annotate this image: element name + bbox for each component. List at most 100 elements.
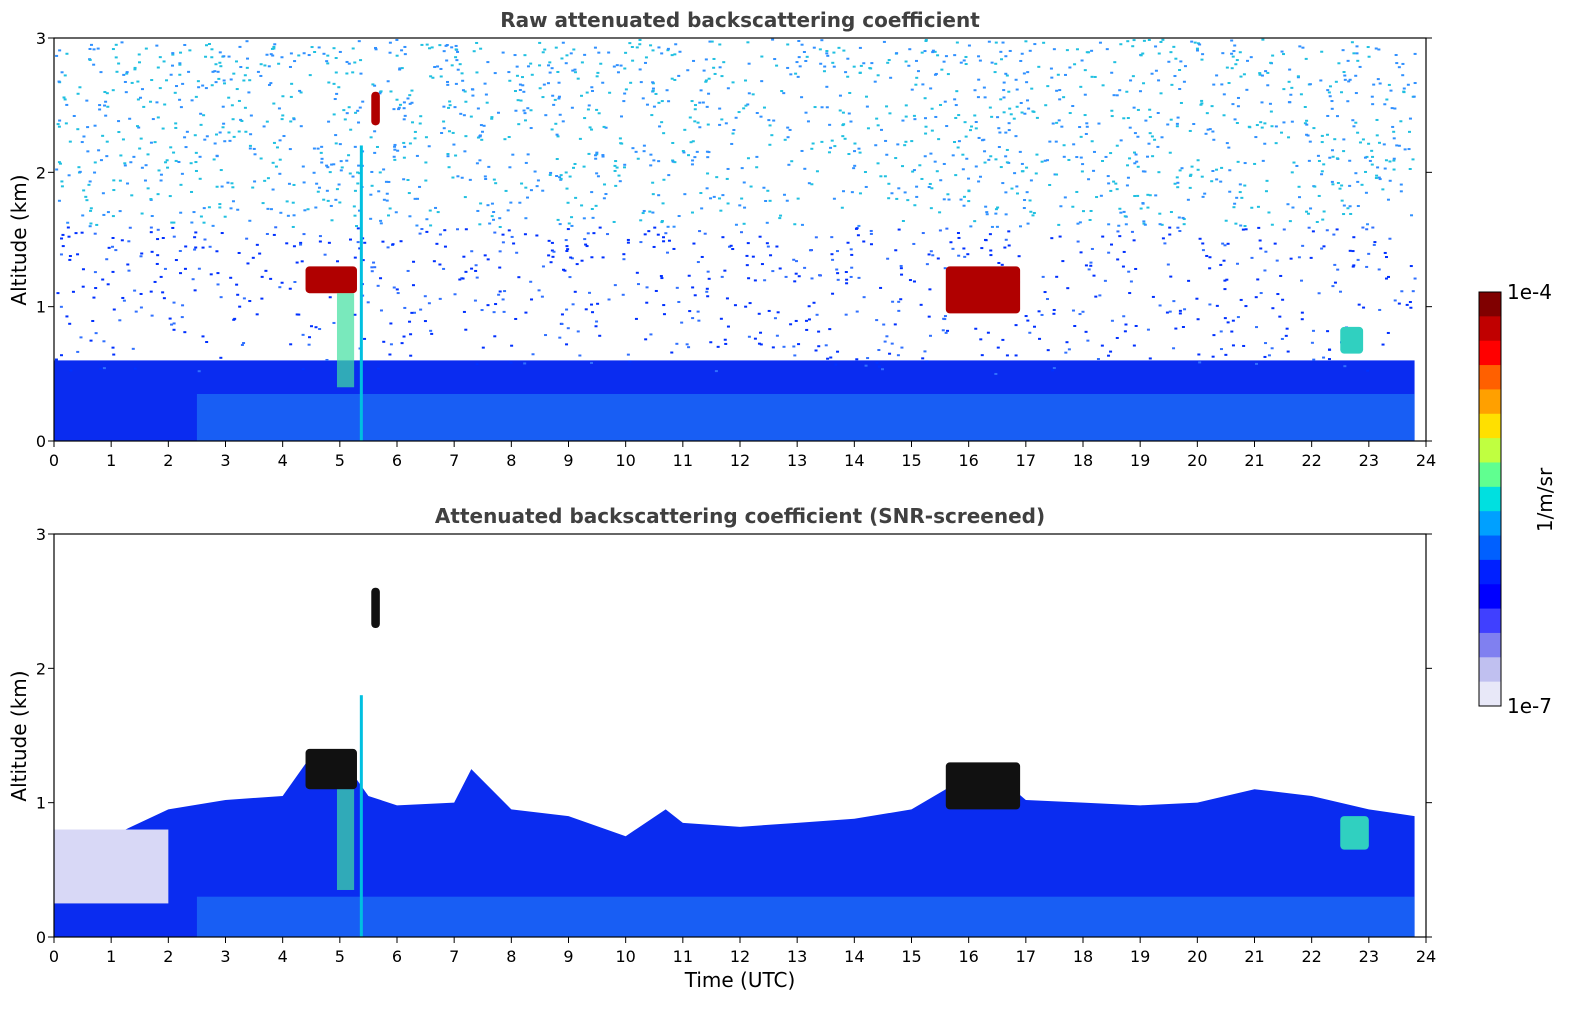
noise-pixel: [644, 338, 648, 341]
noise-pixel: [614, 160, 618, 163]
noise-pixel: [886, 61, 890, 64]
noise-pixel: [724, 342, 728, 345]
noise-pixel: [239, 66, 243, 69]
noise-pixel: [159, 179, 163, 182]
noise-pixel: [1132, 344, 1136, 347]
noise-pixel: [919, 303, 923, 306]
noise-pixel: [369, 136, 373, 139]
noise-pixel: [835, 268, 839, 271]
noise-pixel: [885, 105, 889, 108]
noise-pixel: [1079, 85, 1083, 88]
noise-pixel: [1133, 195, 1137, 198]
colorbar-step: [1479, 389, 1501, 415]
noise-pixel: [590, 128, 594, 131]
noise-pixel: [744, 79, 748, 82]
noise-pixel: [357, 121, 361, 124]
noise-pixel: [1190, 40, 1194, 43]
noise-pixel: [501, 298, 505, 301]
noise-pixel: [105, 258, 109, 261]
noise-pixel: [830, 253, 834, 256]
noise-pixel: [385, 199, 389, 202]
colorbar-step: [1479, 632, 1501, 658]
noise-pixel: [962, 204, 966, 207]
noise-pixel: [1073, 63, 1077, 66]
noise-pixel: [1312, 358, 1316, 361]
noise-pixel: [1408, 117, 1412, 120]
noise-pixel: [1401, 62, 1405, 65]
noise-pixel: [1063, 73, 1067, 76]
noise-pixel: [1197, 353, 1201, 356]
noise-pixel: [313, 51, 317, 54]
noise-pixel: [596, 175, 600, 178]
noise-pixel: [81, 285, 85, 288]
noise-pixel: [1065, 341, 1069, 344]
noise-pixel: [522, 90, 526, 93]
noise-pixel: [1048, 183, 1052, 186]
noise-pixel: [312, 147, 316, 150]
noise-pixel: [899, 267, 903, 270]
noise-pixel: [179, 272, 183, 275]
noise-pixel: [796, 197, 800, 200]
noise-pixel: [696, 261, 700, 264]
noise-pixel: [762, 106, 766, 109]
noise-pixel: [549, 261, 553, 264]
x-axis-label: Time (UTC): [684, 968, 796, 992]
noise-pixel: [558, 113, 562, 116]
noise-pixel: [923, 155, 927, 158]
noise-pixel: [755, 155, 759, 158]
noise-pixel: [1179, 60, 1183, 63]
noise-pixel: [976, 96, 980, 99]
noise-pixel: [594, 157, 598, 160]
noise-pixel: [1236, 96, 1240, 99]
noise-pixel: [450, 64, 454, 67]
noise-pixel: [413, 311, 417, 314]
noise-pixel: [1287, 136, 1291, 139]
noise-pixel: [1075, 190, 1079, 193]
noise-pixel: [1384, 159, 1388, 162]
noise-pixel: [406, 269, 410, 272]
noise-pixel: [934, 72, 938, 75]
noise-pixel: [1245, 88, 1249, 91]
noise-pixel: [463, 90, 467, 93]
noise-pixel: [228, 139, 232, 142]
noise-pixel: [699, 89, 703, 92]
noise-pixel: [1176, 116, 1180, 119]
noise-pixel: [161, 127, 165, 130]
noise-pixel: [718, 43, 722, 46]
noise-pixel: [1356, 131, 1360, 134]
noise-pixel: [918, 164, 922, 167]
noise-pixel: [707, 277, 711, 280]
noise-pixel: [370, 170, 374, 173]
noise-pixel: [651, 81, 655, 84]
noise-pixel: [820, 106, 824, 109]
noise-pixel: [1378, 308, 1382, 311]
noise-pixel: [1087, 268, 1091, 271]
noise-pixel: [63, 98, 67, 101]
noise-pixel: [127, 269, 131, 272]
noise-pixel: [945, 227, 949, 230]
noise-pixel: [60, 180, 64, 183]
noise-pixel: [1107, 251, 1111, 254]
noise-pixel: [590, 89, 594, 92]
noise-pixel: [666, 47, 670, 50]
noise-pixel: [156, 116, 160, 119]
noise-pixel: [363, 337, 367, 340]
noise-pixel: [656, 233, 660, 236]
noise-pixel: [910, 88, 914, 91]
noise-pixel: [651, 211, 655, 214]
noise-pixel: [957, 140, 961, 143]
noise-pixel: [916, 70, 920, 73]
noise-pixel: [272, 102, 276, 105]
noise-pixel: [836, 278, 840, 281]
noise-pixel: [139, 255, 143, 258]
noise-pixel: [1037, 310, 1041, 313]
noise-pixel: [938, 229, 942, 232]
noise-pixel: [746, 103, 750, 106]
noise-pixel: [957, 236, 961, 239]
noise-pixel: [582, 217, 586, 220]
noise-pixel: [447, 130, 451, 133]
noise-pixel: [802, 50, 806, 53]
noise-pixel: [1173, 182, 1177, 185]
noise-pixel: [887, 197, 891, 200]
noise-pixel: [76, 128, 80, 131]
